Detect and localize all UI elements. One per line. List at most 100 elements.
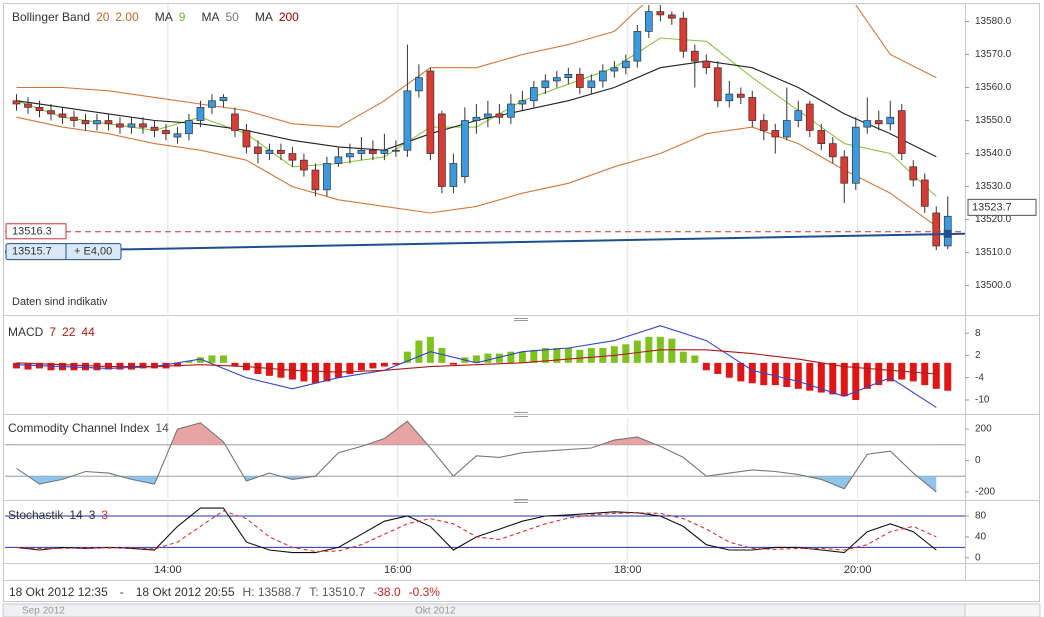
footer-text: -0.3% (409, 585, 441, 599)
y-tick-label: 13570.0 (975, 49, 1012, 60)
candle-body (874, 120, 883, 125)
histogram-bar (875, 362, 883, 386)
candle-body (633, 31, 642, 62)
candle-body (254, 146, 262, 154)
y-tick-label: -200 (975, 487, 995, 498)
candle-body (920, 179, 929, 207)
candle-body (323, 163, 331, 191)
legend-name: Bollinger Band (12, 10, 90, 24)
navigator-scroll[interactable] (964, 603, 1041, 617)
candle-body (139, 123, 147, 128)
footer-text: -38.0 (373, 585, 401, 599)
x-tick-label: 20:00 (844, 564, 872, 576)
indicator-line (16, 349, 937, 375)
histogram-bar (737, 362, 745, 382)
histogram-bar (81, 362, 89, 371)
footer-text: 18 Okt 2012 12:35 (9, 585, 108, 599)
histogram-bar (668, 338, 676, 363)
candle-body (277, 149, 285, 154)
candle-body (300, 159, 308, 171)
y-tick-label: 13500.0 (975, 280, 1012, 291)
histogram-bar (932, 362, 940, 389)
candle-body (392, 149, 400, 152)
histogram-bar (633, 340, 641, 363)
x-tick-label: 18:00 (614, 564, 642, 576)
candle-body (173, 133, 182, 138)
histogram-bar (760, 362, 768, 386)
legend-param: 22 (62, 325, 76, 339)
histogram-bar (277, 362, 285, 378)
legend-param: 200 (279, 10, 299, 24)
trendline (4, 232, 966, 253)
navigator[interactable] (2, 603, 966, 617)
candle-body (553, 77, 561, 82)
threshold-fill (170, 421, 657, 445)
candle-body (380, 149, 389, 154)
histogram-bar (12, 362, 20, 369)
histogram-bar (139, 362, 147, 369)
histogram-bar (495, 353, 503, 363)
indicator-line (16, 325, 937, 408)
resize-handle[interactable] (514, 318, 528, 503)
candle-body (932, 212, 941, 247)
indicator-line (16, 5, 937, 128)
histogram-bar (863, 362, 871, 389)
candle-body (265, 149, 274, 154)
histogram-bar (852, 362, 860, 400)
candle-body (24, 103, 32, 108)
legend-param: 3 (89, 508, 96, 522)
candle-body (679, 17, 688, 52)
candle-body (621, 60, 630, 69)
candle-body (311, 169, 320, 191)
candle-body (288, 153, 297, 161)
histogram-bar (24, 362, 32, 370)
histogram-bar (357, 362, 365, 371)
histogram-bar (553, 347, 561, 363)
trendline-label: 13515.7 (12, 245, 52, 257)
histogram-bar (725, 362, 733, 378)
candle-body (150, 126, 159, 131)
histogram-bar (587, 347, 595, 363)
candle-body (116, 123, 124, 128)
candle-body (782, 120, 791, 138)
histogram-bar (403, 351, 411, 363)
y-tick-label: -10 (975, 395, 990, 406)
candle-body (346, 153, 354, 158)
histogram-bar (369, 362, 377, 369)
candle-body (576, 73, 584, 88)
plot-area (5, 420, 965, 493)
y-tick-label: -4 (975, 372, 984, 383)
histogram-bar (530, 349, 538, 363)
histogram-bar (771, 362, 779, 386)
trendline-handle (943, 229, 952, 238)
x-tick-label: 14:00 (154, 564, 182, 576)
candle-body (185, 120, 193, 135)
candle-body (12, 100, 21, 105)
y-tick-label: 80 (975, 511, 987, 522)
legend-param: 14 (69, 508, 83, 522)
candle-body (759, 120, 768, 131)
y-tick-label: 13550.0 (975, 115, 1012, 126)
histogram-bar (610, 346, 618, 363)
footer-text: - (120, 585, 124, 599)
histogram-bar (702, 362, 710, 371)
candle-body (70, 116, 78, 121)
legend-name: MA (255, 10, 273, 24)
last-price-label: 13523.7 (972, 201, 1012, 213)
navigator-label: Sep 2012 (22, 606, 65, 617)
candle-body (242, 130, 251, 148)
histogram-bar (886, 362, 894, 382)
histogram-bar (944, 362, 952, 391)
y-tick-label: 13540.0 (975, 148, 1012, 159)
candle-body (93, 120, 101, 125)
legend-param: 3 (101, 508, 108, 522)
candle-body (886, 116, 895, 125)
histogram-bar (196, 357, 204, 363)
histogram-bar (311, 362, 319, 384)
candle-body (690, 50, 699, 62)
candle-body (644, 11, 653, 32)
candle-body (805, 103, 814, 131)
histogram-bar (231, 362, 239, 367)
plot-area (12, 325, 952, 408)
histogram-bar (392, 362, 400, 365)
